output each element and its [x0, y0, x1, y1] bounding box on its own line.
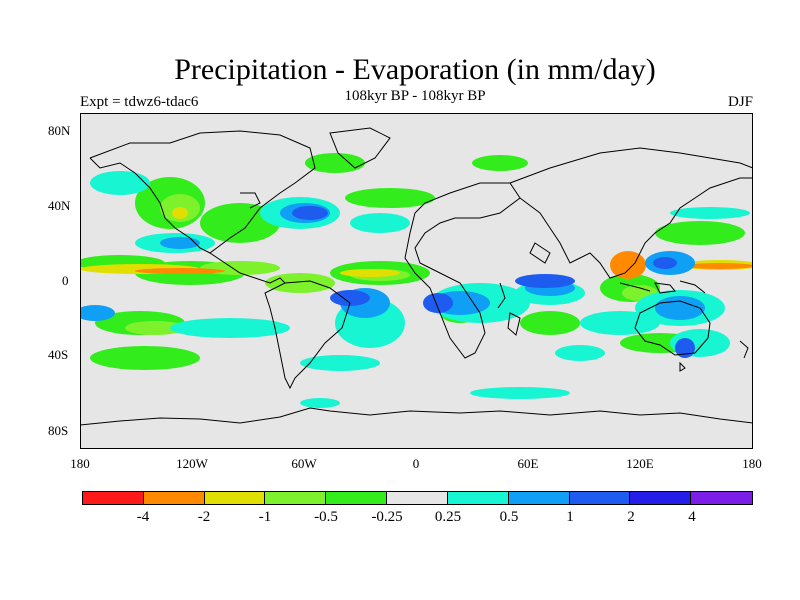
plot-subtitle: 108kyr BP - 108kyr BP — [344, 88, 486, 104]
colorbar — [82, 491, 753, 505]
x-tick-label: 60W — [291, 456, 317, 471]
x-tick-label: 120E — [626, 456, 654, 471]
wetting-regions-strong — [292, 206, 695, 358]
colorbar-segment — [691, 492, 752, 504]
colorbar-segment — [569, 492, 631, 504]
x-tick-label: 0 — [412, 456, 420, 471]
colorbar-label: 0.25 — [434, 509, 462, 525]
colorbar-segment — [204, 492, 266, 504]
colorbar-segment — [387, 492, 448, 504]
x-tick-label: 120W — [176, 456, 208, 471]
experiment-label: Expt = tdwz6-tdac6 — [80, 94, 199, 110]
colorbar-label: 0.5 — [499, 509, 519, 525]
plot-title: Precipitation - Evaporation (in mm/day) — [174, 53, 656, 86]
y-tick-label: 0 — [62, 273, 69, 288]
y-tick-label: 80S — [48, 423, 69, 438]
colorbar-label: -4 — [136, 509, 150, 525]
colorbar-label: 2 — [627, 509, 635, 525]
drying-regions-very-strong — [135, 251, 753, 279]
colorbar-segment — [630, 492, 692, 504]
colorbar-label: -0.5 — [314, 509, 338, 525]
colorbar-label: -2 — [197, 509, 211, 525]
colorbar-segment — [265, 492, 327, 504]
x-tick-label: 180 — [70, 456, 90, 471]
colorbar-label: -1 — [258, 509, 272, 525]
season-label: DJF — [727, 94, 753, 110]
precip-evap-map — [80, 113, 753, 449]
colorbar-segment — [326, 492, 388, 504]
colorbar-label: 4 — [688, 509, 696, 525]
colorbar-label: 1 — [566, 509, 574, 525]
x-tick-label: 60E — [517, 456, 539, 471]
colorbar-segment — [447, 492, 509, 504]
colorbar-segment — [508, 492, 570, 504]
coastlines — [80, 127, 753, 426]
y-tick-label: 40N — [48, 198, 71, 213]
x-tick-label: 180 — [742, 456, 762, 471]
y-tick-label: 80N — [48, 123, 71, 138]
colorbar-segment — [83, 492, 144, 504]
y-tick-label: 40S — [48, 347, 69, 362]
colorbar-segment — [143, 492, 205, 504]
colorbar-label: -0.25 — [371, 509, 403, 525]
